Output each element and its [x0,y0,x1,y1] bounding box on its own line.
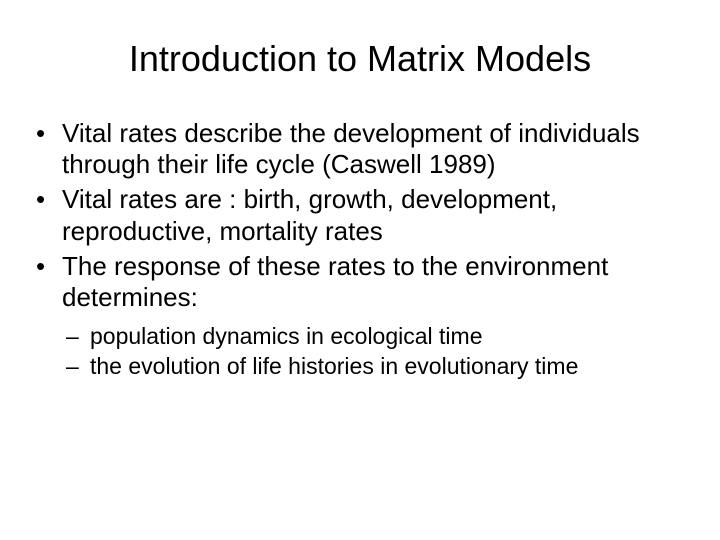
sub-bullet-text: the evolution of life histories in evolu… [90,353,578,379]
bullet-item: The response of these rates to the envir… [30,251,690,381]
bullet-item: Vital rates describe the development of … [30,118,690,180]
sub-bullet-text: population dynamics in ecological time [90,323,483,349]
bullet-item: Vital rates are : birth, growth, develop… [30,184,690,246]
bullet-list: Vital rates describe the development of … [30,118,690,380]
sub-bullet-item: the evolution of life histories in evolu… [62,353,690,381]
bullet-text: Vital rates describe the development of … [62,118,640,179]
slide-title: Introduction to Matrix Models [30,38,690,80]
sub-bullet-item: population dynamics in ecological time [62,323,690,351]
bullet-text: The response of these rates to the envir… [62,251,608,312]
sub-bullet-list: population dynamics in ecological time t… [62,323,690,380]
bullet-text: Vital rates are : birth, growth, develop… [62,184,557,245]
